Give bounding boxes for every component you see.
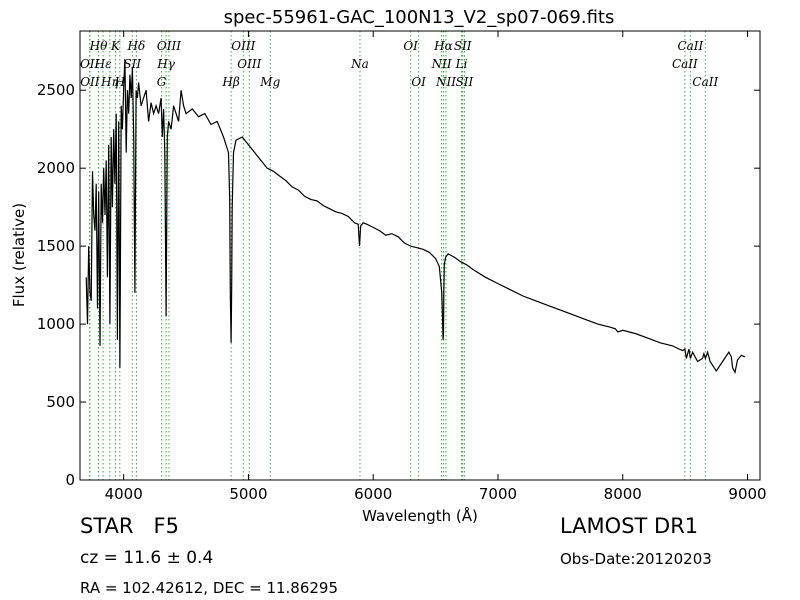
marker-label-10: Hγ [156,57,175,71]
y-tick-label-4: 2000 [37,159,75,177]
marker-label-5: K [110,39,121,53]
marker-label-2: OII [80,75,100,89]
marker-label-27: CaII [692,75,718,89]
chart-title: spec-55961-GAC_100N13_V2_sp07-069.fits [224,7,615,28]
y-tick-label-5: 2500 [37,81,75,99]
y-tick-label-1: 500 [46,393,75,411]
x-tick-label-0: 4000 [105,485,143,503]
object-class: STAR F5 [80,514,179,538]
marker-label-4: Hη [100,75,119,89]
marker-label-6: SII [123,57,141,71]
marker-label-18: OI [411,75,426,89]
x-tick-label-5: 9000 [728,485,766,503]
marker-label-9: OIII [157,39,181,53]
marker-label-14: Hβ [221,75,239,89]
redshift-text: cz = 11.6 ± 0.4 [80,548,214,568]
survey-label: LAMOST DR1 [560,514,699,538]
x-tick-label-3: 7000 [479,485,517,503]
marker-label-8: Hδ [127,39,146,53]
y-tick-label-2: 1000 [37,315,75,333]
y-axis: 0 500 1000 1500 2000 2500 [37,81,760,489]
x-tick-label-1: 5000 [229,485,267,503]
class-label: STAR [80,514,134,538]
marker-label-25: CaII [677,39,703,53]
marker-label-26: CaII [672,57,698,71]
obs-date-text: Obs-Date:20120203 [560,550,712,568]
marker-lines [89,31,706,480]
marker-label-23: Li [455,57,468,71]
marker-label-0: Hθ [89,39,108,53]
y-tick-label-0: 0 [65,471,75,489]
marker-label-11: G [157,75,167,89]
marker-label-17: OI [403,39,418,53]
marker-label-3: Hε [94,57,112,71]
marker-label-24: SII [456,75,474,89]
y-tick-label-3: 1500 [37,237,75,255]
coordinates-text: RA = 102.42612, DEC = 11.86295 [80,579,339,597]
subclass-label: F5 [153,514,179,538]
spectrum-line [85,59,746,375]
x-tick-label-4: 8000 [604,485,642,503]
x-axis-label: Wavelength (Å) [362,506,478,525]
x-tick-label-2: 6000 [354,485,392,503]
marker-label-16: Na [350,57,369,71]
y-axis-label: Flux (relative) [10,203,28,307]
marker-label-1: OII [80,57,100,71]
plot-frame [79,30,761,481]
marker-label-20: NII [431,57,452,71]
marker-label-13: OIII [237,57,261,71]
marker-label-22: SII [454,39,472,53]
marker-label-7: H [114,75,126,89]
marker-label-21: NII [435,75,456,89]
marker-label-12: OIII [231,39,255,53]
x-axis: 4000 5000 6000 7000 8000 9000 [105,31,767,503]
marker-label-19: Hα [433,39,453,53]
marker-label-15: Mg [259,75,280,89]
